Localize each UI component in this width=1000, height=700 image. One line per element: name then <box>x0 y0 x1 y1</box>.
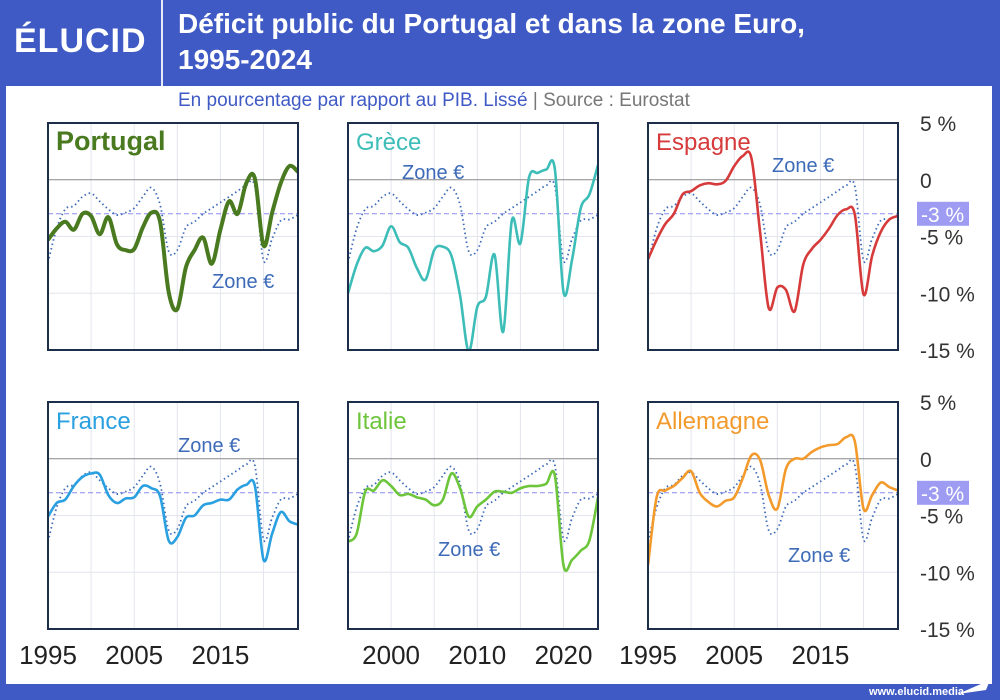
panel-portugal: Portugal Zone € <box>47 122 299 351</box>
series-line-portugal <box>48 163 298 313</box>
zone-euro-label: Zone € <box>178 435 240 457</box>
threshold-label-bg <box>917 201 969 226</box>
y-tick-label: 5 % <box>920 392 956 415</box>
panel-title: France <box>56 408 131 435</box>
panel-frame <box>347 122 599 351</box>
y-tick-label: -10 % <box>920 283 975 306</box>
panel-frame <box>347 401 599 630</box>
panel-france: France Zone € <box>47 401 299 630</box>
y-tick-label: -5 % <box>920 506 963 529</box>
panel-allemagne: Allemagne Zone € <box>647 401 899 630</box>
elucid-flag-icon <box>958 680 990 694</box>
panel-title: Espagne <box>656 129 751 156</box>
panel-italie: Italie Zone € <box>347 401 599 630</box>
panel-title: Italie <box>356 408 407 435</box>
y-tick-label: -10 % <box>920 562 975 585</box>
zone-euro-label: Zone € <box>402 162 464 184</box>
y-tick-label: 5 % <box>920 113 956 136</box>
zone-euro-line <box>648 179 898 264</box>
y-tick-label: 0 <box>920 170 932 193</box>
footer-url: www.elucid.media <box>869 686 964 698</box>
header: ÉLUCID Déficit public du Portugal et dan… <box>0 0 1000 86</box>
x-tick-label: 2015 <box>791 640 849 670</box>
elucid-logo: ÉLUCID <box>14 22 147 60</box>
chart-title: Déficit public du Portugal et dans la zo… <box>178 6 978 78</box>
series-line-grèce <box>348 159 598 350</box>
chart-subtitle: En pourcentage par rapport au PIB. Lissé… <box>178 90 690 112</box>
threshold-label: -3 % <box>921 204 964 227</box>
source-text: Source : Eurostat <box>543 90 690 111</box>
subtitle-separator: | <box>532 90 538 111</box>
subtitle-text: En pourcentage par rapport au PIB. Lissé <box>178 90 528 111</box>
y-tick-label: 0 <box>920 449 932 472</box>
panel-grèce: Grèce Zone € <box>347 122 599 352</box>
y-tick-label: -5 % <box>920 227 963 250</box>
zone-euro-label: Zone € <box>772 155 834 177</box>
x-tick-label: 2005 <box>105 640 163 670</box>
panel-title: Allemagne <box>656 408 769 435</box>
title-line-2: 1995-2024 <box>178 44 312 75</box>
panel-title: Grèce <box>356 129 421 156</box>
series-line-italie <box>348 469 598 573</box>
zone-euro-line <box>348 458 598 543</box>
x-tick-label: 2020 <box>535 640 593 670</box>
zone-euro-line <box>648 458 898 543</box>
panel-frame <box>647 122 899 351</box>
x-tick-label: 2015 <box>191 640 249 670</box>
panel-frame <box>47 122 299 351</box>
threshold-label: -3 % <box>921 483 964 506</box>
chart-area <box>6 86 992 684</box>
x-tick-label: 1995 <box>619 640 677 670</box>
panel-espagne: Espagne Zone € <box>647 122 899 351</box>
x-tick-label: 1995 <box>19 640 77 670</box>
x-tick-label: 2000 <box>362 640 420 670</box>
x-tick-label: 2010 <box>448 640 506 670</box>
header-divider <box>161 0 163 86</box>
zone-euro-label: Zone € <box>212 271 274 293</box>
title-line-1: Déficit public du Portugal et dans la zo… <box>178 8 805 39</box>
zone-euro-label: Zone € <box>788 545 850 567</box>
zone-euro-label: Zone € <box>438 539 500 561</box>
series-line-france <box>48 471 298 563</box>
zone-euro-line <box>48 458 298 543</box>
series-line-espagne <box>648 150 898 314</box>
y-tick-label: -15 % <box>920 340 975 363</box>
panel-title: Portugal <box>56 126 166 156</box>
x-tick-label: 2005 <box>705 640 763 670</box>
y-tick-label: -15 % <box>920 619 975 642</box>
threshold-label-bg <box>917 480 969 505</box>
panel-frame <box>647 401 899 630</box>
panel-frame <box>47 401 299 630</box>
series-line-allemagne <box>648 433 898 566</box>
